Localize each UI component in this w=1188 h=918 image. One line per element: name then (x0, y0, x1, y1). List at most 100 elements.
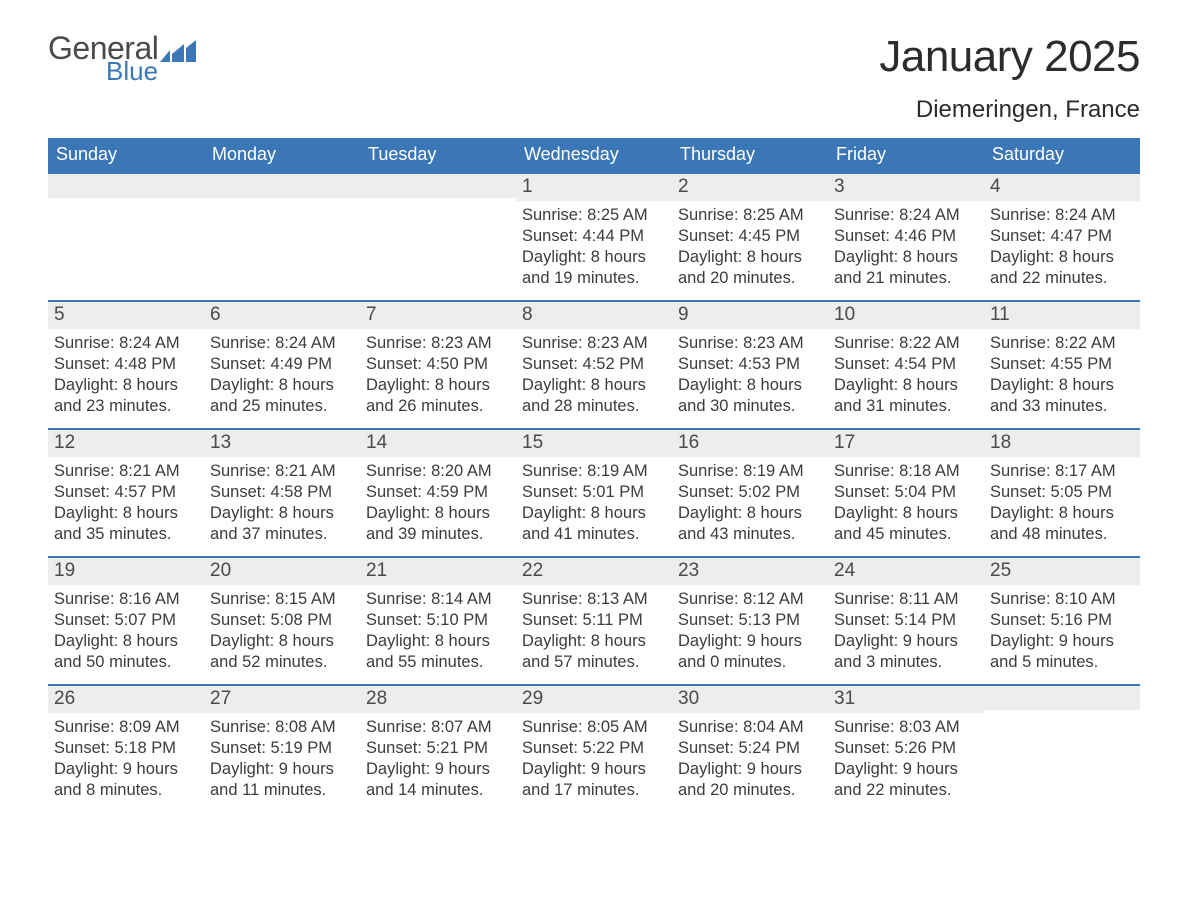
dow-cell: Wednesday (516, 138, 672, 172)
daylight-line2: and 35 minutes. (54, 524, 198, 545)
sunset-value: 4:44 PM (583, 227, 644, 245)
daylight-line: Daylight: 8 hours (54, 375, 198, 396)
day-details: Sunrise: 8:22 AMSunset: 4:54 PMDaylight:… (832, 333, 980, 417)
daylight-minutes: 57 (554, 653, 572, 671)
sunset-line: Sunset: 5:16 PM (990, 610, 1134, 631)
day-details: Sunrise: 8:11 AMSunset: 5:14 PMDaylight:… (832, 589, 980, 673)
day-number: 21 (360, 556, 516, 585)
daylight-hours: 8 (279, 632, 288, 650)
day-cell: 14Sunrise: 8:20 AMSunset: 4:59 PMDayligh… (360, 428, 516, 556)
daylight-line2: and 5 minutes. (990, 652, 1134, 673)
day-cell: 16Sunrise: 8:19 AMSunset: 5:02 PMDayligh… (672, 428, 828, 556)
daylight-line2: and 3 minutes. (834, 652, 978, 673)
daylight-minutes: 23 (86, 397, 104, 415)
daylight-line2: and 8 minutes. (54, 780, 198, 801)
sunset-line: Sunset: 5:18 PM (54, 738, 198, 759)
daylight-minutes: 43 (710, 525, 728, 543)
sunrise-line: Sunrise: 8:10 AM (990, 589, 1134, 610)
day-cell: 3Sunrise: 8:24 AMSunset: 4:46 PMDaylight… (828, 172, 984, 300)
day-details: Sunrise: 8:16 AMSunset: 5:07 PMDaylight:… (52, 589, 200, 673)
day-cell (984, 684, 1140, 812)
sunset-line: Sunset: 5:02 PM (678, 482, 822, 503)
daylight-line: Daylight: 8 hours (522, 631, 666, 652)
daylight-line: Daylight: 8 hours (990, 247, 1134, 268)
dow-cell: Sunday (48, 138, 204, 172)
sunset-line: Sunset: 4:57 PM (54, 482, 198, 503)
sunset-line: Sunset: 5:19 PM (210, 738, 354, 759)
daylight-line: Daylight: 8 hours (678, 375, 822, 396)
daylight-hours: 8 (279, 504, 288, 522)
daylight-line: Daylight: 8 hours (366, 375, 510, 396)
sunset-value: 4:46 PM (895, 227, 956, 245)
day-number: 24 (828, 556, 984, 585)
daylight-line: Daylight: 9 hours (678, 759, 822, 780)
day-details: Sunrise: 8:17 AMSunset: 5:05 PMDaylight:… (988, 461, 1136, 545)
sunset-value: 4:45 PM (739, 227, 800, 245)
daylight-line2: and 48 minutes. (990, 524, 1134, 545)
daylight-hours: 9 (279, 760, 288, 778)
sunrise-value: 8:22 AM (899, 334, 960, 352)
daylight-hours: 9 (747, 760, 756, 778)
sunrise-value: 8:23 AM (743, 334, 804, 352)
sunrise-value: 8:07 AM (431, 718, 492, 736)
day-details: Sunrise: 8:08 AMSunset: 5:19 PMDaylight:… (208, 717, 356, 801)
day-cell: 28Sunrise: 8:07 AMSunset: 5:21 PMDayligh… (360, 684, 516, 812)
sunset-line: Sunset: 5:10 PM (366, 610, 510, 631)
sunrise-value: 8:17 AM (1055, 462, 1116, 480)
day-cell: 15Sunrise: 8:19 AMSunset: 5:01 PMDayligh… (516, 428, 672, 556)
daylight-minutes: 5 (1022, 653, 1031, 671)
daylight-minutes: 41 (554, 525, 572, 543)
daylight-hours: 8 (591, 504, 600, 522)
daylight-minutes: 3 (866, 653, 875, 671)
daylight-line: Daylight: 9 hours (678, 631, 822, 652)
day-number: 22 (516, 556, 672, 585)
daylight-line: Daylight: 8 hours (54, 631, 198, 652)
day-number: 4 (984, 172, 1140, 201)
sunrise-value: 8:23 AM (431, 334, 492, 352)
daylight-line2: and 52 minutes. (210, 652, 354, 673)
daylight-minutes: 20 (710, 781, 728, 799)
logo-text: General Blue (48, 32, 196, 84)
day-number: 16 (672, 428, 828, 457)
daylight-hours: 8 (1059, 248, 1068, 266)
sunset-value: 4:59 PM (427, 483, 488, 501)
day-number: 10 (828, 300, 984, 329)
daylight-hours: 8 (435, 632, 444, 650)
title-block: January 2025 Diemeringen, France (879, 32, 1140, 124)
daylight-line: Daylight: 8 hours (366, 503, 510, 524)
sunset-line: Sunset: 4:48 PM (54, 354, 198, 375)
day-details: Sunrise: 8:25 AMSunset: 4:44 PMDaylight:… (520, 205, 668, 289)
sunset-value: 4:52 PM (583, 355, 644, 373)
day-cell: 21Sunrise: 8:14 AMSunset: 5:10 PMDayligh… (360, 556, 516, 684)
location-label: Diemeringen, France (879, 96, 1140, 124)
daylight-line2: and 30 minutes. (678, 396, 822, 417)
daylight-minutes: 37 (242, 525, 260, 543)
day-details: Sunrise: 8:24 AMSunset: 4:47 PMDaylight:… (988, 205, 1136, 289)
sunrise-value: 8:13 AM (587, 590, 648, 608)
daylight-line2: and 28 minutes. (522, 396, 666, 417)
daylight-line2: and 31 minutes. (834, 396, 978, 417)
daylight-minutes: 30 (710, 397, 728, 415)
daylight-hours: 8 (123, 376, 132, 394)
daylight-hours: 9 (591, 760, 600, 778)
sunrise-line: Sunrise: 8:22 AM (990, 333, 1134, 354)
sunset-value: 4:47 PM (1051, 227, 1112, 245)
sunset-value: 5:13 PM (739, 611, 800, 629)
sunset-line: Sunset: 4:53 PM (678, 354, 822, 375)
sunset-value: 4:54 PM (895, 355, 956, 373)
daylight-hours: 8 (279, 376, 288, 394)
day-number: 25 (984, 556, 1140, 585)
daylight-line2: and 50 minutes. (54, 652, 198, 673)
sunrise-line: Sunrise: 8:12 AM (678, 589, 822, 610)
dow-cell: Monday (204, 138, 360, 172)
sunrise-value: 8:24 AM (899, 206, 960, 224)
week-row: 19Sunrise: 8:16 AMSunset: 5:07 PMDayligh… (48, 556, 1140, 684)
day-details: Sunrise: 8:12 AMSunset: 5:13 PMDaylight:… (676, 589, 824, 673)
daylight-minutes: 45 (866, 525, 884, 543)
day-cell: 7Sunrise: 8:23 AMSunset: 4:50 PMDaylight… (360, 300, 516, 428)
daylight-hours: 9 (123, 760, 132, 778)
day-details: Sunrise: 8:05 AMSunset: 5:22 PMDaylight:… (520, 717, 668, 801)
day-number: 13 (204, 428, 360, 457)
daylight-line: Daylight: 9 hours (54, 759, 198, 780)
sunset-value: 4:48 PM (115, 355, 176, 373)
